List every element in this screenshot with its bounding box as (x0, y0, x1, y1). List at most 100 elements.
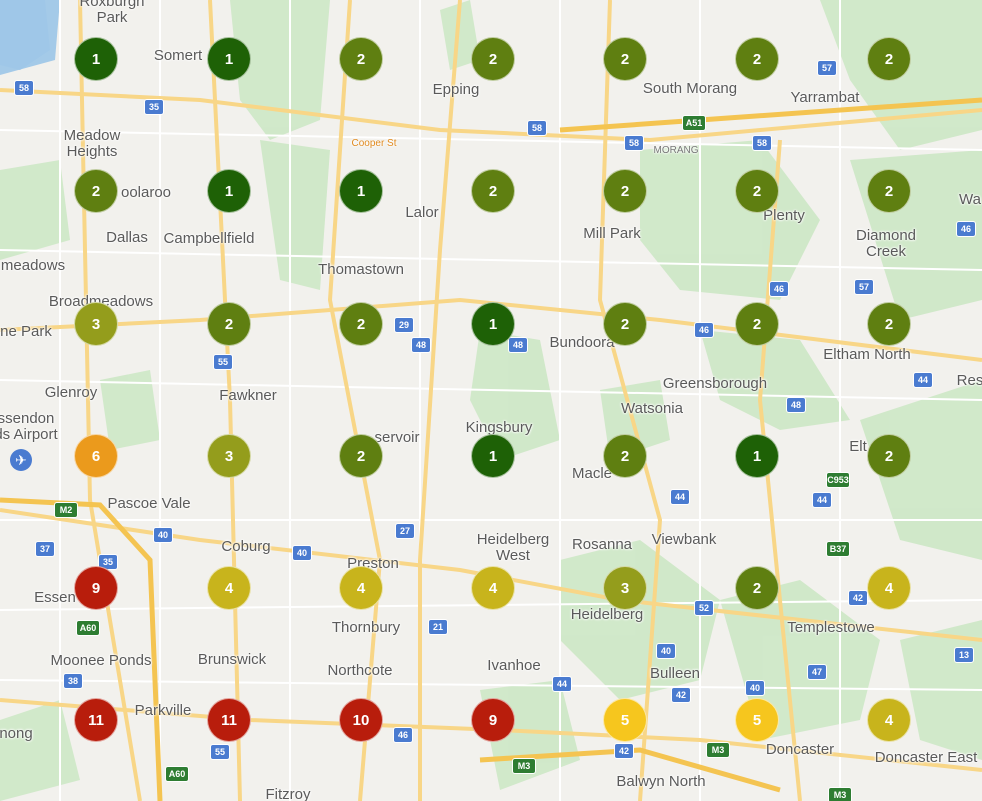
cluster-marker[interactable]: 2 (207, 302, 251, 346)
cluster-marker[interactable]: 2 (603, 169, 647, 213)
cluster-marker[interactable]: 2 (735, 302, 779, 346)
place-label-roxburgh-park: Roxburgh Park (79, 0, 145, 26)
place-label-res: Res (956, 372, 982, 389)
cluster-marker[interactable]: 11 (207, 698, 251, 742)
route-shield-s58c: 58 (624, 135, 644, 151)
road-label-morang: MORANG (653, 145, 699, 156)
place-label-diamond-creek: Diamond Creek (855, 227, 917, 260)
route-shield-s44a: 44 (913, 372, 933, 388)
place-label-reservoir: servoir (374, 429, 420, 446)
cluster-marker[interactable]: 2 (867, 302, 911, 346)
cluster-marker[interactable]: 2 (339, 302, 383, 346)
place-label-coburg: Coburg (221, 538, 271, 555)
place-label-lalor: Lalor (405, 204, 439, 221)
cluster-marker[interactable]: 2 (867, 434, 911, 478)
route-shield-s48b: 48 (508, 337, 528, 353)
place-label-eltham: Elt (849, 438, 867, 455)
place-label-kingsbury: Kingsbury (465, 419, 533, 436)
place-label-templestowe: Templestowe (787, 619, 875, 636)
route-shield-s42c: 42 (614, 743, 634, 759)
cluster-marker[interactable]: 1 (339, 169, 383, 213)
cluster-marker[interactable]: 2 (735, 37, 779, 81)
place-label-mill-park: Mill Park (583, 225, 641, 242)
route-shield-s46d: 46 (393, 727, 413, 743)
cluster-marker[interactable]: 2 (603, 434, 647, 478)
cluster-marker[interactable]: 11 (74, 698, 118, 742)
route-shield-s48c: 48 (786, 397, 806, 413)
cluster-marker[interactable]: 2 (603, 302, 647, 346)
cluster-marker[interactable]: 2 (339, 37, 383, 81)
cluster-marker[interactable]: 3 (207, 434, 251, 478)
place-label-doncaster: Doncaster (765, 741, 835, 758)
cluster-marker[interactable]: 2 (74, 169, 118, 213)
route-shield-s55b: 55 (210, 744, 230, 760)
place-label-viewbank: Viewbank (651, 531, 717, 548)
cluster-marker[interactable]: 2 (603, 37, 647, 81)
place-label-moonee-ponds: Moonee Ponds (50, 652, 152, 669)
place-label-broadmeadows: Broadmeadows (48, 293, 154, 310)
route-shield-s27: 27 (395, 523, 415, 539)
cluster-marker[interactable]: 10 (339, 698, 383, 742)
cluster-marker[interactable]: 1 (207, 37, 251, 81)
place-label-pascoe-vale: Pascoe Vale (107, 495, 191, 512)
place-label-watsonia: Watsonia (621, 400, 683, 417)
route-shield-s21: 21 (428, 619, 448, 635)
route-shield-s46a: 46 (956, 221, 976, 237)
place-label-macleod: Macle (571, 465, 613, 482)
route-shield-s35: 35 (144, 99, 164, 115)
cluster-marker[interactable]: 4 (867, 566, 911, 610)
cluster-marker[interactable]: 3 (74, 302, 118, 346)
cluster-marker[interactable]: 3 (603, 566, 647, 610)
cluster-marker[interactable]: 1 (471, 302, 515, 346)
road-label-cooper-st: Cooper St (351, 138, 397, 149)
cluster-marker[interactable]: 2 (735, 169, 779, 213)
place-label-thornbury: Thornbury (331, 619, 401, 636)
route-shield-s42b: 42 (671, 687, 691, 703)
cluster-marker[interactable]: 5 (735, 698, 779, 742)
route-shield-s47: 47 (807, 664, 827, 680)
place-label-eltham-north: Eltham North (823, 346, 911, 363)
place-label-northcote: Northcote (327, 662, 393, 679)
cluster-marker[interactable]: 2 (471, 37, 515, 81)
place-label-south-morang: South Morang (642, 80, 738, 97)
route-shield-s42a: 42 (848, 590, 868, 606)
route-shield-sm3c: M3 (828, 787, 852, 801)
cluster-marker[interactable]: 9 (74, 566, 118, 610)
cluster-marker[interactable]: 2 (867, 169, 911, 213)
route-shield-s40d: 40 (745, 680, 765, 696)
place-label-fitzroy: Fitzroy (265, 786, 311, 801)
cluster-marker[interactable]: 2 (471, 169, 515, 213)
place-label-yarrambat: Yarrambat (790, 89, 860, 106)
route-shield-s57b: 57 (854, 279, 874, 295)
route-shield-s38: 38 (63, 673, 83, 689)
place-label-somerton: Somert (153, 47, 203, 64)
place-label-essendon: Essen (34, 589, 76, 606)
cluster-marker[interactable]: 4 (867, 698, 911, 742)
cluster-marker[interactable]: 6 (74, 434, 118, 478)
cluster-marker[interactable]: 4 (471, 566, 515, 610)
route-shield-s58b: 58 (527, 120, 547, 136)
route-shield-s55a: 55 (213, 354, 233, 370)
route-shield-s29: 29 (394, 317, 414, 333)
cluster-marker[interactable]: 1 (207, 169, 251, 213)
cluster-marker[interactable]: 1 (735, 434, 779, 478)
place-label-epping: Epping (432, 81, 480, 98)
route-shield-s57a: 57 (817, 60, 837, 76)
place-label-essendon-airport: ssendon ds Airport (0, 410, 58, 443)
cluster-marker[interactable]: 1 (74, 37, 118, 81)
place-label-heidelberg-west: Heidelberg West (476, 531, 550, 564)
place-label-doncaster-east: Doncaster East (874, 749, 978, 766)
cluster-marker[interactable]: 2 (735, 566, 779, 610)
cluster-marker[interactable]: 4 (207, 566, 251, 610)
place-label-ivanhoe: Ivanhoe (487, 657, 541, 674)
route-shield-sa51: A51 (682, 115, 706, 131)
cluster-marker[interactable]: 5 (603, 698, 647, 742)
route-shield-sc953: C953 (826, 472, 850, 488)
cluster-marker[interactable]: 4 (339, 566, 383, 610)
cluster-marker[interactable]: 1 (471, 434, 515, 478)
place-label-plenty: Plenty (763, 207, 805, 224)
cluster-marker[interactable]: 9 (471, 698, 515, 742)
cluster-marker[interactable]: 2 (867, 37, 911, 81)
cluster-marker[interactable]: 2 (339, 434, 383, 478)
